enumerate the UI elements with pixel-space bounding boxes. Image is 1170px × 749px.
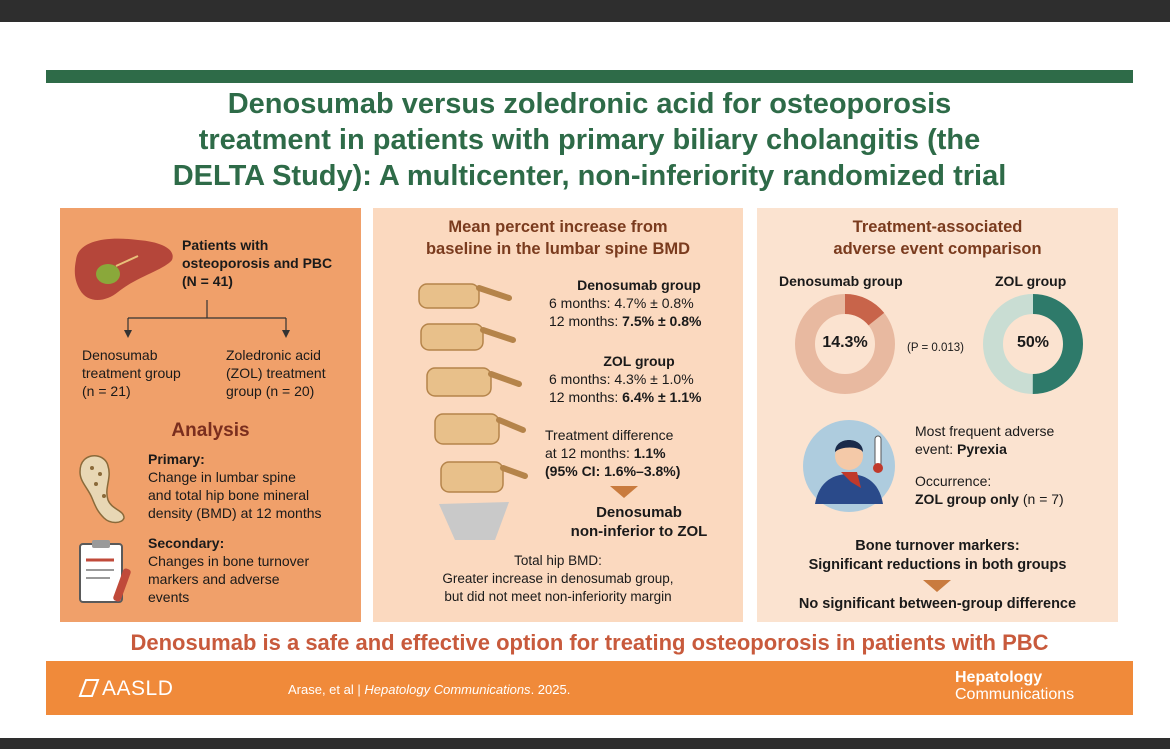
down-arrow-icon: [923, 580, 951, 592]
bmd-results-panel: Mean percent increase from baseline in t…: [373, 208, 743, 622]
randomization-tree: [124, 300, 290, 338]
denosumab-ae-rate: 14.3%: [822, 334, 868, 351]
zol-ae-donut: [983, 294, 1083, 394]
liver-icon: [74, 238, 173, 300]
patients-box: Patients with osteoporosis and PBC (N = …: [182, 237, 333, 289]
zol-donut-arc: [983, 294, 1083, 394]
adverse-events-heading: Treatment-associated adverse event compa…: [833, 218, 1042, 258]
infographic-title: Denosumab versus zoledronic acid for ost…: [172, 88, 1007, 192]
treatment-difference: Treatment difference at 12 months: 1.1% …: [545, 427, 681, 479]
down-arrow-icon: [610, 486, 638, 498]
citation: Arase, et al | Hepatology Communications…: [288, 682, 571, 697]
p-value: (P = 0.013): [907, 342, 965, 354]
clipboard-icon: [79, 540, 131, 603]
spine-icon: [418, 283, 528, 540]
non-inferiority-result: Denosumab non-inferior to ZOL: [570, 504, 708, 540]
secondary-endpoint: Secondary: Changes in bone turnover mark…: [148, 535, 310, 605]
denosumab-donut-arc: [795, 294, 895, 394]
zol-bmd-results: ZOL group 6 months: 4.3% ± 1.0% 12 month…: [549, 353, 702, 405]
bone-turnover-markers: Bone turnover markers: Significant reduc…: [808, 538, 1067, 573]
denosumab-ae-label: Denosumab group: [779, 273, 903, 289]
bone-icon: [79, 455, 125, 524]
aasld-logo-icon: [78, 679, 100, 697]
study-design-panel: Patients with osteoporosis and PBC (N = …: [60, 208, 361, 622]
analysis-heading: Analysis: [171, 420, 250, 441]
zol-ae-label: ZOL group: [995, 273, 1067, 289]
journal-logo: Hepatology Communications: [955, 669, 1075, 703]
ae-occurrence: Occurrence: ZOL group only (n = 7): [915, 473, 1064, 507]
btm-result: No significant between-group difference: [798, 596, 1077, 612]
denosumab-ae-donut: [795, 294, 895, 394]
top-window-bar: [0, 0, 1170, 22]
aasld-logo: AASLD: [102, 677, 174, 700]
primary-endpoint: Primary: Change in lumbar spine and tota…: [148, 451, 322, 521]
conclusion-statement: Denosumab is a safe and effective option…: [130, 630, 1049, 655]
zol-group-box: Zoledronic acid (ZOL) treatment group (n…: [226, 347, 326, 399]
adverse-events-panel: Treatment-associated adverse event compa…: [757, 208, 1118, 622]
bmd-heading: Mean percent increase from baseline in t…: [425, 218, 691, 258]
bottom-window-bar: [0, 738, 1170, 749]
fever-patient-icon: [803, 420, 895, 512]
footer-bar: AASLD Arase, et al | Hepatology Communic…: [46, 661, 1133, 715]
most-frequent-ae: Most frequent adverse event: Pyrexia: [915, 423, 1055, 457]
title-accent-bar: [46, 70, 1133, 83]
denosumab-bmd-results: Denosumab group 6 months: 4.7% ± 0.8% 12…: [549, 277, 702, 329]
total-hip-bmd-note: Total hip BMD: Greater increase in denos…: [442, 553, 674, 604]
zol-ae-rate: 50%: [1016, 334, 1050, 351]
denosumab-group-box: Denosumab treatment group (n = 21): [82, 347, 181, 399]
